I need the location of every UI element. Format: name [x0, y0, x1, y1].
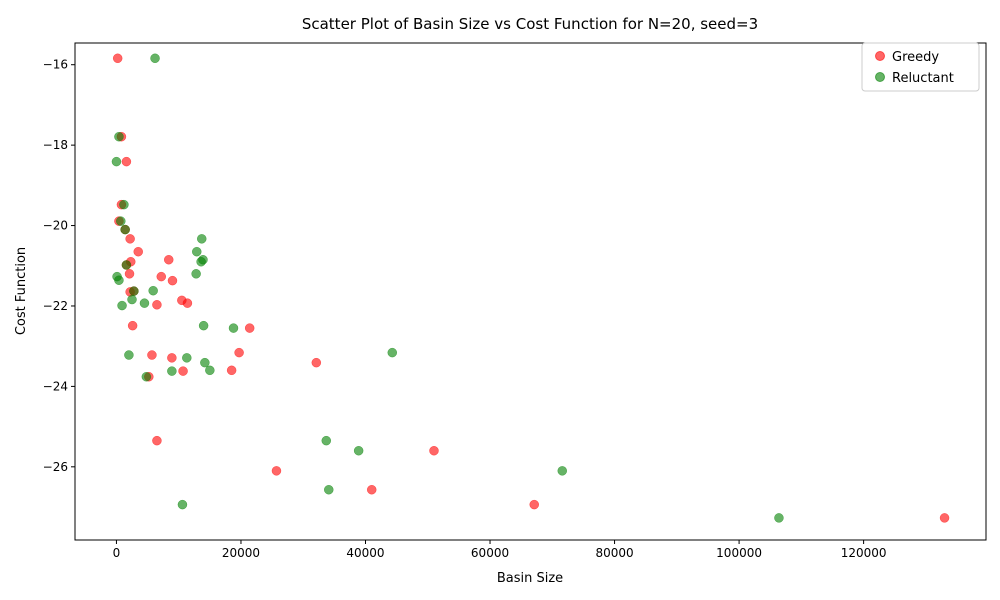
data-point-greedy [939, 513, 950, 523]
y-tick-label: −18 [43, 138, 68, 152]
x-axis-label: Basin Size [497, 571, 563, 586]
data-point-reluctant [114, 131, 124, 142]
y-tick-label: −26 [43, 460, 68, 474]
data-point-reluctant [111, 156, 122, 167]
legend-label-greedy: Greedy [892, 50, 939, 65]
data-point-greedy [127, 320, 138, 331]
x-axis-ticks: 0 20000 40000 60000 80000 100000 120000 [113, 540, 887, 560]
data-point-greedy [121, 156, 132, 167]
data-point-reluctant [150, 53, 160, 64]
data-point-greedy [133, 246, 143, 257]
data-point-reluctant [167, 366, 177, 376]
legend: Greedy Reluctant [861, 42, 980, 92]
y-axis-ticks: −16 −18 −20 −22 −24 −26 [43, 58, 75, 474]
data-point-greedy [178, 366, 188, 376]
legend-marker-greedy [875, 51, 885, 61]
data-point-greedy [429, 445, 439, 456]
data-point-greedy [234, 347, 244, 358]
data-point-greedy [311, 357, 322, 368]
y-tick-label: −16 [43, 58, 68, 72]
data-point-greedy [271, 466, 282, 476]
data-point-reluctant [321, 435, 332, 446]
data-point-reluctant [148, 285, 158, 296]
data-point-greedy [124, 269, 135, 279]
data-point-reluctant [200, 357, 210, 368]
data-point-greedy [152, 435, 162, 446]
data-point-reluctant [774, 513, 784, 523]
data-point-greedy [226, 365, 237, 376]
data-point-greedy [529, 499, 539, 510]
data-point-greedy [182, 298, 193, 308]
x-tick-label: 120000 [841, 546, 887, 560]
data-point-reluctant [121, 260, 132, 270]
data-point-greedy [125, 234, 135, 244]
data-point-reluctant [557, 466, 568, 476]
data-point-greedy [147, 350, 157, 360]
data-point-reluctant [141, 371, 152, 382]
data-point-reluctant [387, 347, 398, 358]
data-point-reluctant [117, 300, 127, 311]
data-point-reluctant [119, 199, 129, 210]
data-point-reluctant [139, 298, 150, 308]
data-point-reluctant [124, 350, 134, 360]
data-point-reluctant [324, 484, 334, 495]
points-layer [111, 53, 950, 523]
data-point-greedy [163, 254, 174, 265]
legend-marker-reluctant [875, 72, 885, 82]
data-point-reluctant [198, 320, 209, 331]
data-point-greedy [167, 275, 178, 286]
data-point-reluctant [182, 353, 192, 363]
data-point-greedy [112, 53, 123, 64]
data-point-greedy [366, 484, 377, 495]
data-point-reluctant [177, 499, 188, 510]
y-tick-label: −20 [43, 219, 68, 233]
data-point-reluctant [353, 445, 364, 456]
data-point-reluctant [116, 216, 126, 226]
y-tick-label: −24 [43, 379, 68, 393]
x-tick-label: 80000 [595, 546, 633, 560]
data-point-reluctant [196, 234, 207, 244]
x-tick-label: 60000 [471, 546, 509, 560]
plot-frame [74, 42, 987, 541]
data-point-greedy [152, 300, 162, 310]
data-point-reluctant [192, 246, 202, 257]
data-point-reluctant [191, 269, 201, 279]
data-point-reluctant [120, 224, 130, 235]
y-axis-label: Cost Function [14, 247, 29, 335]
x-tick-label: 0 [113, 546, 121, 560]
data-point-reluctant [114, 275, 124, 285]
data-point-reluctant [228, 323, 239, 333]
data-point-reluctant [205, 365, 215, 376]
x-tick-label: 100000 [716, 546, 762, 560]
legend-label-reluctant: Reluctant [892, 71, 954, 86]
legend-box [861, 42, 980, 92]
data-point-greedy [244, 323, 255, 333]
data-point-reluctant [129, 286, 139, 296]
data-point-greedy [156, 271, 167, 282]
chart-title: Scatter Plot of Basin Size vs Cost Funct… [302, 15, 758, 33]
y-tick-label: −22 [43, 299, 68, 313]
data-point-reluctant [196, 256, 206, 267]
data-point-reluctant [127, 294, 137, 305]
x-tick-label: 40000 [346, 546, 384, 560]
x-tick-label: 20000 [222, 546, 260, 560]
data-point-greedy [167, 353, 177, 363]
